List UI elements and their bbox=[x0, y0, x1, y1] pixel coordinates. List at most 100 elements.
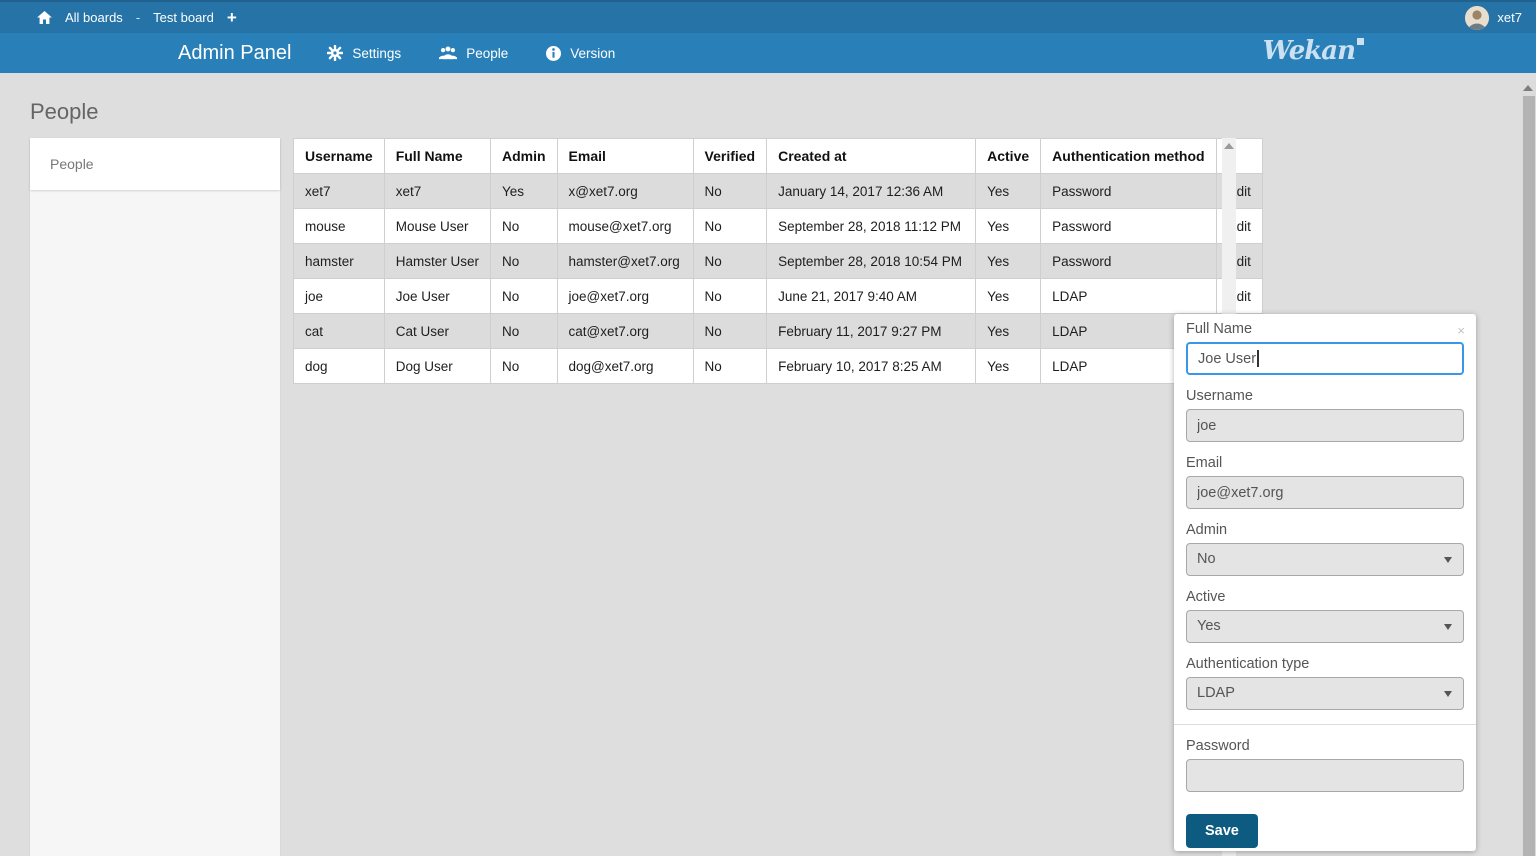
cell-full-name: Joe User bbox=[383, 278, 491, 314]
cell-email: mouse@xet7.org bbox=[556, 208, 694, 244]
password-label: Password bbox=[1186, 738, 1250, 754]
email-field[interactable] bbox=[1186, 476, 1464, 509]
admin-header: Admin Panel Settings bbox=[0, 33, 1536, 73]
nav-people[interactable]: People bbox=[439, 46, 508, 61]
cell-admin: No bbox=[489, 208, 558, 244]
table-row: xet7 xet7 Yes x@xet7.org No January 14, … bbox=[293, 173, 1263, 209]
cell-username: dog bbox=[293, 348, 385, 384]
cell-active: Yes bbox=[975, 348, 1042, 384]
edit-user-panel: × Full Name Joe User Username Email Admi… bbox=[1174, 314, 1476, 851]
scroll-up-icon[interactable] bbox=[1224, 143, 1234, 149]
cell-created-at: September 28, 2018 10:54 PM bbox=[766, 243, 977, 279]
full-name-field[interactable]: Joe User bbox=[1186, 342, 1464, 375]
nav-version-label: Version bbox=[570, 45, 616, 61]
col-email: Email bbox=[556, 138, 694, 174]
breadcrumb: All boards - Test board + bbox=[0, 9, 237, 26]
table-row: mouse Mouse User No mouse@xet7.org No Se… bbox=[293, 208, 1263, 244]
cell-email: dog@xet7.org bbox=[556, 348, 694, 384]
user-avatar[interactable] bbox=[1465, 5, 1490, 30]
chevron-down-icon bbox=[1444, 691, 1452, 697]
admin-select[interactable]: No bbox=[1186, 543, 1464, 576]
active-select[interactable]: Yes bbox=[1186, 610, 1464, 643]
auth-type-label: Authentication type bbox=[1186, 656, 1310, 672]
cell-created-at: September 28, 2018 11:12 PM bbox=[766, 208, 977, 244]
cell-email: joe@xet7.org bbox=[556, 278, 694, 314]
cell-admin: No bbox=[489, 243, 558, 279]
page-scrollbar[interactable] bbox=[1521, 80, 1536, 856]
scrollbar-thumb[interactable] bbox=[1522, 96, 1535, 856]
cell-username: cat bbox=[293, 313, 385, 349]
user-menu[interactable]: xet7 bbox=[1465, 5, 1536, 30]
cell-created-at: June 21, 2017 9:40 AM bbox=[766, 278, 977, 314]
auth-type-select[interactable]: LDAP bbox=[1186, 677, 1464, 710]
info-icon bbox=[546, 45, 562, 61]
cell-active: Yes bbox=[975, 313, 1042, 349]
section-heading: People bbox=[30, 99, 99, 124]
cell-active: Yes bbox=[975, 208, 1042, 244]
email-label: Email bbox=[1186, 455, 1223, 471]
cell-full-name: Hamster User bbox=[383, 243, 491, 279]
cell-full-name: xet7 bbox=[383, 173, 491, 209]
nav-settings[interactable]: Settings bbox=[327, 45, 401, 61]
cell-full-name: Cat User bbox=[383, 313, 491, 349]
cell-username: hamster bbox=[293, 243, 385, 279]
cell-active: Yes bbox=[975, 173, 1042, 209]
table-row: hamster Hamster User No hamster@xet7.org… bbox=[293, 243, 1263, 279]
page-title: Admin Panel bbox=[178, 41, 292, 64]
breadcrumb-all-boards[interactable]: All boards bbox=[65, 10, 123, 25]
cell-email: x@xet7.org bbox=[556, 173, 694, 209]
password-field[interactable] bbox=[1186, 759, 1464, 792]
cell-username: mouse bbox=[293, 208, 385, 244]
scroll-up-icon[interactable] bbox=[1523, 85, 1533, 91]
user-name-label: xet7 bbox=[1497, 10, 1522, 25]
username-field[interactable] bbox=[1186, 409, 1464, 442]
cell-verified: No bbox=[692, 348, 768, 384]
cell-verified: No bbox=[692, 243, 768, 279]
cell-verified: No bbox=[692, 208, 768, 244]
cell-admin: No bbox=[489, 348, 558, 384]
admin-nav: Settings People bbox=[327, 45, 615, 61]
cell-verified: No bbox=[692, 173, 768, 209]
cell-created-at: February 10, 2017 8:25 AM bbox=[766, 348, 977, 384]
cell-verified: No bbox=[692, 313, 768, 349]
cell-active: Yes bbox=[975, 243, 1042, 279]
col-active: Active bbox=[975, 138, 1042, 174]
username-label: Username bbox=[1186, 388, 1253, 404]
nav-people-label: People bbox=[466, 45, 509, 61]
top-navbar: All boards - Test board + xet7 bbox=[0, 0, 1536, 33]
breadcrumb-separator: - bbox=[135, 10, 141, 25]
nav-version[interactable]: Version bbox=[546, 45, 616, 61]
cell-email: cat@xet7.org bbox=[556, 313, 694, 349]
nav-settings-label: Settings bbox=[352, 45, 402, 61]
full-name-label: Full Name bbox=[1186, 321, 1253, 337]
cell-auth-method: Password bbox=[1040, 173, 1217, 209]
cell-username: joe bbox=[293, 278, 385, 314]
cell-auth-method: Password bbox=[1040, 208, 1217, 244]
cell-admin: No bbox=[489, 278, 558, 314]
col-created-at: Created at bbox=[766, 138, 977, 174]
table-row: cat Cat User No cat@xet7.org No February… bbox=[293, 313, 1263, 349]
home-icon[interactable] bbox=[37, 11, 52, 24]
cell-full-name: Dog User bbox=[383, 348, 491, 384]
cell-auth-method: Password bbox=[1040, 243, 1217, 279]
cell-admin: Yes bbox=[489, 173, 558, 209]
wekan-logo: Wekan bbox=[1263, 36, 1364, 66]
cell-auth-method: LDAP bbox=[1040, 278, 1217, 314]
breadcrumb-board[interactable]: Test board bbox=[153, 10, 214, 25]
sidebar-item-people[interactable]: People bbox=[30, 138, 280, 190]
col-auth-method: Authentication method bbox=[1040, 138, 1217, 174]
admin-sidebar: People bbox=[30, 138, 280, 856]
panel-divider bbox=[1174, 724, 1476, 725]
save-button[interactable]: Save bbox=[1186, 814, 1258, 848]
cell-active: Yes bbox=[975, 278, 1042, 314]
cell-verified: No bbox=[692, 278, 768, 314]
people-table: Username Full Name Admin Email Verified … bbox=[293, 138, 1263, 384]
add-board-button[interactable]: + bbox=[226, 8, 237, 27]
cell-admin: No bbox=[489, 313, 558, 349]
active-label: Active bbox=[1186, 589, 1226, 605]
text-caret bbox=[1257, 350, 1259, 367]
cell-created-at: January 14, 2017 12:36 AM bbox=[766, 173, 977, 209]
gear-icon bbox=[327, 45, 344, 61]
admin-content: People People Username Full Name Admin E… bbox=[0, 73, 1536, 856]
close-icon[interactable]: × bbox=[1457, 323, 1465, 338]
